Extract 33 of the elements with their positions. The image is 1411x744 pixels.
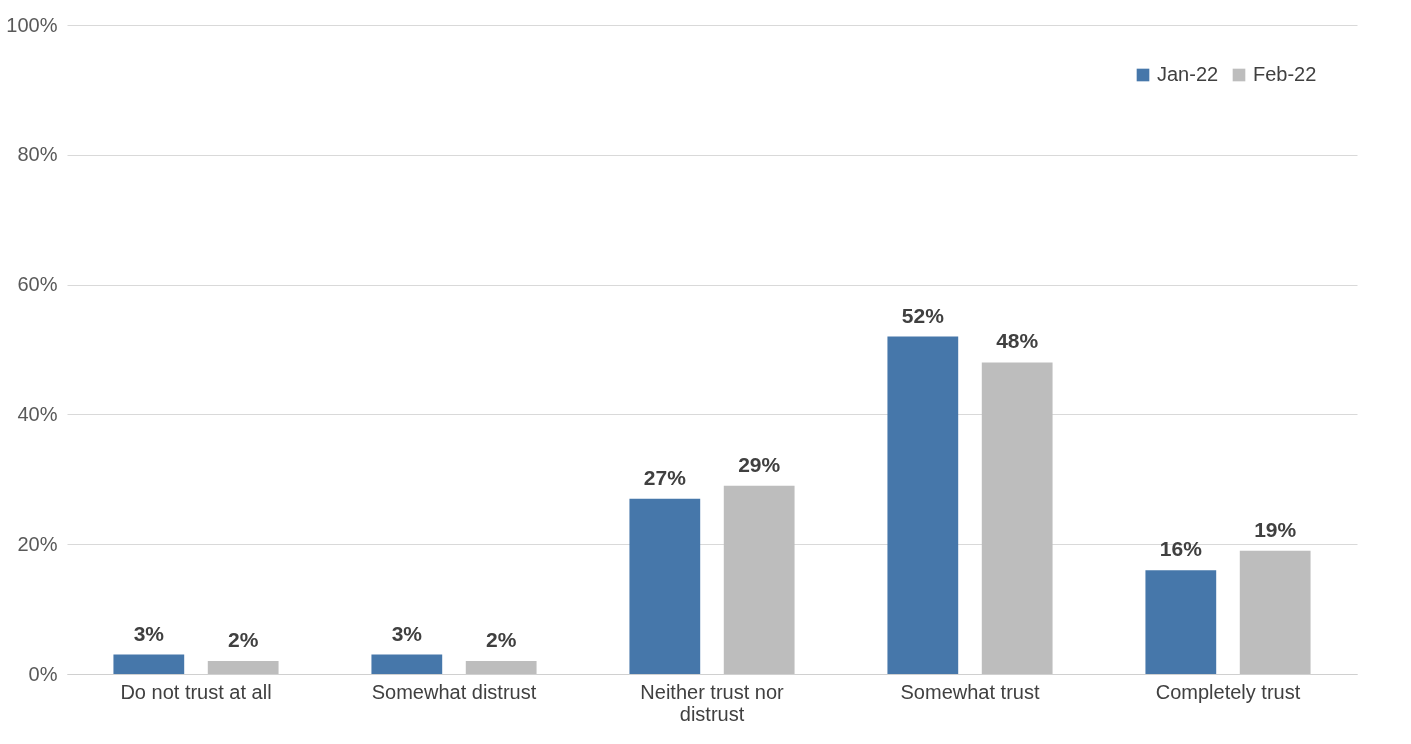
legend-label: Jan-22 bbox=[1157, 63, 1219, 85]
bar bbox=[371, 654, 443, 674]
x-tick-label: Completely trust bbox=[1155, 680, 1301, 703]
y-tick-label: 100% bbox=[6, 13, 58, 36]
y-tick-label: 20% bbox=[17, 532, 58, 555]
x-tick-label: Do not trust at all bbox=[120, 680, 272, 703]
x-tick-label: Somewhat distrust bbox=[371, 680, 537, 703]
y-tick-label: 0% bbox=[28, 662, 58, 685]
x-tick-label: Somewhat trust bbox=[900, 680, 1040, 703]
data-label: 16% bbox=[1159, 537, 1203, 561]
data-label: 2% bbox=[228, 628, 259, 652]
bar bbox=[981, 362, 1053, 674]
bar bbox=[465, 661, 537, 674]
data-label: 27% bbox=[643, 465, 687, 489]
y-tick-label: 80% bbox=[17, 143, 58, 166]
bar bbox=[113, 654, 185, 674]
y-tick-label: 60% bbox=[17, 273, 58, 296]
bar bbox=[629, 498, 701, 674]
data-label: 19% bbox=[1254, 517, 1297, 541]
x-tick-label: Neither trust nor distrust bbox=[640, 680, 785, 725]
y-tick-label: 40% bbox=[17, 402, 58, 425]
bar bbox=[1145, 570, 1217, 674]
data-label: 2% bbox=[486, 628, 517, 652]
data-label: 52% bbox=[901, 303, 945, 327]
data-label: 3% bbox=[133, 621, 165, 645]
bar bbox=[207, 661, 279, 674]
bar bbox=[723, 485, 795, 674]
data-label: 29% bbox=[738, 452, 781, 476]
bar bbox=[1239, 550, 1311, 674]
data-label: 3% bbox=[391, 621, 423, 645]
data-label: 48% bbox=[996, 329, 1039, 353]
legend-label: Feb-22 bbox=[1253, 63, 1317, 85]
bar bbox=[887, 336, 959, 674]
